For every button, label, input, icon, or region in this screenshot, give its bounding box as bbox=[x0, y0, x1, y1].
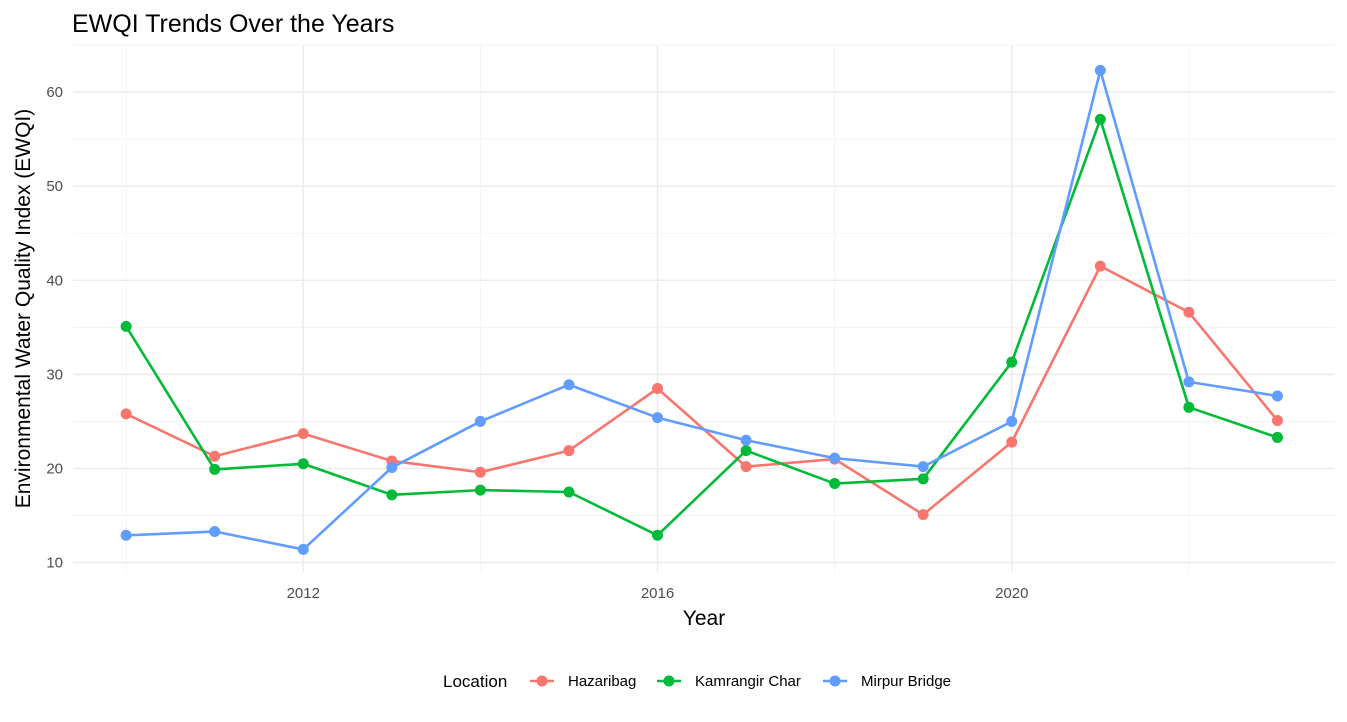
data-point bbox=[917, 461, 929, 473]
data-point bbox=[386, 489, 398, 501]
series-kamrangir-char bbox=[120, 113, 1283, 541]
data-point bbox=[297, 458, 309, 470]
data-point bbox=[829, 478, 841, 490]
legend-title: Location bbox=[443, 672, 507, 691]
x-tick-label: 2016 bbox=[641, 585, 674, 602]
legend-label: Kamrangir Char bbox=[695, 673, 801, 690]
data-point bbox=[1183, 376, 1195, 388]
grid bbox=[73, 44, 1335, 572]
data-point bbox=[563, 379, 575, 391]
series-line bbox=[124, 118, 1279, 537]
data-point bbox=[917, 509, 929, 521]
data-point bbox=[740, 434, 752, 446]
legend-item-mirpur-bridge: Mirpur Bridge bbox=[823, 673, 951, 690]
data-point bbox=[917, 473, 929, 485]
data-point bbox=[474, 466, 486, 478]
legend-label: Hazaribag bbox=[568, 673, 636, 690]
data-point bbox=[120, 320, 132, 332]
y-tick-label: 40 bbox=[46, 272, 63, 289]
y-tick-label: 20 bbox=[46, 460, 63, 477]
legend-label: Mirpur Bridge bbox=[861, 673, 951, 690]
data-point bbox=[829, 452, 841, 464]
data-point bbox=[1183, 401, 1195, 413]
data-point bbox=[386, 462, 398, 474]
y-tick-label: 10 bbox=[46, 555, 63, 572]
data-point bbox=[1006, 436, 1018, 448]
legend: Location Hazaribag Kamrangir Char Mirpur B… bbox=[443, 672, 951, 691]
y-tick-label: 30 bbox=[46, 366, 63, 383]
data-point bbox=[563, 445, 575, 457]
legend-key-point bbox=[663, 675, 675, 687]
series-line bbox=[124, 264, 1279, 516]
legend-key-point bbox=[536, 675, 548, 687]
legend-key-point bbox=[829, 675, 841, 687]
data-point bbox=[652, 529, 664, 541]
data-point bbox=[474, 484, 486, 496]
data-point bbox=[652, 382, 664, 394]
data-point bbox=[209, 526, 221, 538]
x-tick-label: 2012 bbox=[287, 585, 320, 602]
y-tick-label: 60 bbox=[46, 84, 63, 101]
data-point bbox=[740, 445, 752, 457]
data-point bbox=[1094, 260, 1106, 272]
legend-item-hazaribag: Hazaribag bbox=[530, 673, 636, 690]
data-point bbox=[1094, 113, 1106, 125]
data-point bbox=[563, 486, 575, 498]
data-point bbox=[1094, 64, 1106, 76]
data-point bbox=[474, 415, 486, 427]
data-point bbox=[1006, 356, 1018, 368]
series-line bbox=[124, 69, 1279, 551]
axes: 2012 2016 2020 10 20 30 40 50 60 bbox=[46, 84, 1028, 602]
data-point bbox=[209, 463, 221, 475]
series-mirpur-bridge bbox=[120, 64, 1283, 555]
x-tick-label: 2020 bbox=[995, 585, 1028, 602]
data-point bbox=[1271, 431, 1283, 443]
data-point bbox=[1271, 390, 1283, 402]
data-point bbox=[1271, 414, 1283, 426]
x-axis-title: Year bbox=[683, 607, 725, 630]
data-point bbox=[297, 543, 309, 555]
y-tick-label: 50 bbox=[46, 178, 63, 195]
legend-item-kamrangir-char: Kamrangir Char bbox=[657, 673, 801, 690]
data-point bbox=[120, 408, 132, 420]
data-point bbox=[120, 529, 132, 541]
y-axis-title: Environmental Water Quality Index (EWQI) bbox=[12, 109, 35, 509]
data-point bbox=[1006, 415, 1018, 427]
data-point bbox=[740, 461, 752, 473]
series-hazaribag bbox=[120, 260, 1283, 521]
data-point bbox=[209, 450, 221, 462]
data-point bbox=[652, 412, 664, 424]
series-layer bbox=[120, 64, 1283, 555]
data-point bbox=[297, 428, 309, 440]
data-point bbox=[1183, 306, 1195, 318]
chart-title: EWQI Trends Over the Years bbox=[72, 10, 394, 38]
